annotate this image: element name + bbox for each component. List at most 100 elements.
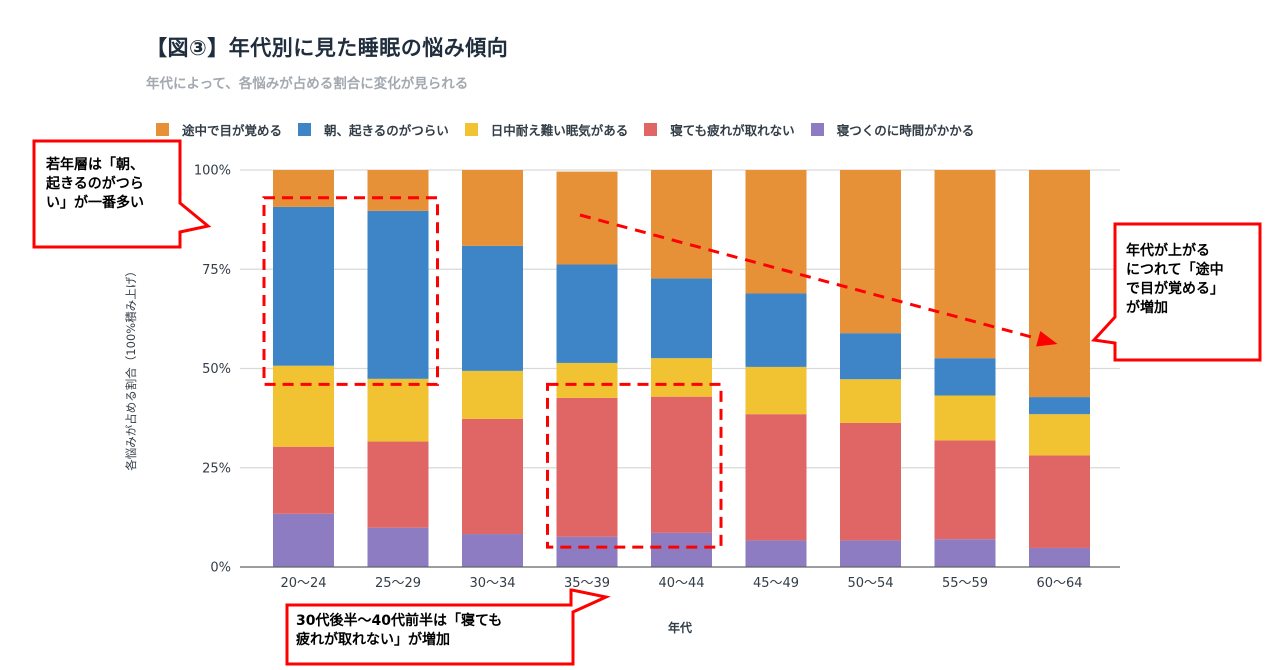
x-tick-label: 35〜39 bbox=[564, 576, 610, 591]
bar-segment[interactable] bbox=[1029, 455, 1090, 548]
legend-swatch bbox=[298, 122, 312, 136]
bar-segment[interactable] bbox=[651, 358, 712, 397]
bar-segment[interactable] bbox=[840, 170, 901, 334]
bar-segment[interactable] bbox=[556, 397, 618, 537]
callout-text: 年代が上がる につれて「途中 で目が覚める」 が増加 bbox=[1126, 242, 1224, 318]
x-tick-label: 25〜29 bbox=[375, 576, 421, 591]
chart-title: 【図③】年代別に見た睡眠の悩み傾向 bbox=[146, 36, 509, 60]
legend: 途中で目が覚める 朝、起きるのがつらい 日中耐え難い眠気がある 寝ても疲れが取れない 寝… bbox=[156, 119, 990, 139]
callout-box bbox=[285, 588, 611, 666]
bar-stack bbox=[840, 170, 901, 567]
legend-item[interactable]: 朝、起きるのがつらい bbox=[298, 120, 449, 139]
y-axis-title: 各悩みが占める割合（100%積み上げ） bbox=[124, 265, 138, 470]
callout-line: 年代が上がる bbox=[1126, 243, 1210, 259]
callout-text: 若年層は「朝、 起きるのがつら い」が一番多い bbox=[46, 156, 144, 213]
legend-swatch bbox=[810, 122, 824, 136]
bar-segment[interactable] bbox=[651, 278, 712, 359]
x-tick-label: 55〜59 bbox=[942, 576, 988, 591]
callout-line: で目が覚める」 bbox=[1126, 281, 1224, 297]
callout-line: 起きるのがつら bbox=[46, 176, 144, 192]
bar-segment[interactable] bbox=[273, 446, 334, 514]
bar-segment[interactable] bbox=[462, 245, 523, 371]
bar-segment[interactable] bbox=[934, 358, 996, 396]
bar-stack bbox=[934, 170, 996, 567]
bar-segment[interactable] bbox=[840, 333, 901, 380]
bar-segment[interactable] bbox=[745, 366, 807, 415]
legend-label: 途中で目が覚める bbox=[182, 122, 283, 138]
callout-line: 若年層は「朝、 bbox=[46, 157, 144, 173]
bar-segment[interactable] bbox=[1029, 414, 1090, 456]
bar-segment[interactable] bbox=[745, 293, 807, 367]
bar-segment[interactable] bbox=[745, 170, 807, 294]
bar-segment[interactable] bbox=[367, 170, 429, 211]
x-axis-title: 年代 bbox=[668, 620, 692, 635]
bar-segment[interactable] bbox=[651, 170, 712, 279]
legend-item[interactable]: 日中耐え難い眠気がある bbox=[464, 120, 628, 139]
x-tick-label: 60〜64 bbox=[1036, 576, 1082, 591]
legend-item[interactable]: 途中で目が覚める bbox=[156, 120, 282, 139]
x-tick-label: 30〜34 bbox=[469, 576, 515, 591]
legend-swatch bbox=[464, 122, 478, 136]
bar-segment[interactable] bbox=[934, 539, 996, 567]
y-tick-label: 50% bbox=[202, 362, 231, 377]
bar-segment[interactable] bbox=[273, 513, 334, 567]
y-tick-label: 0% bbox=[210, 561, 231, 576]
legend-swatch bbox=[644, 122, 658, 136]
bar-segment[interactable] bbox=[367, 441, 429, 528]
y-tick-label: 75% bbox=[202, 263, 231, 278]
bar-segment[interactable] bbox=[462, 418, 523, 535]
bar-segment[interactable] bbox=[840, 379, 901, 423]
chart-subtitle: 年代によって、各悩みが占める割合に変化が見られる bbox=[146, 76, 469, 92]
trend-arrow-head bbox=[1036, 331, 1058, 347]
bar-segment[interactable] bbox=[651, 532, 712, 567]
bar-segment[interactable] bbox=[1029, 170, 1090, 398]
highlight-box bbox=[546, 382, 723, 549]
bar-segment[interactable] bbox=[556, 362, 618, 398]
y-axis-ticks: 0% 25% 50% 75% 100% bbox=[194, 164, 231, 576]
bar-stack bbox=[745, 170, 807, 567]
x-axis-ticks: 20〜24 25〜29 30〜34 35〜39 40〜44 45〜49 50〜54 55〜59… bbox=[280, 576, 1082, 591]
legend-item[interactable]: 寝ても疲れが取れない bbox=[644, 120, 795, 139]
bar-segment[interactable] bbox=[840, 422, 901, 541]
bar-segment[interactable] bbox=[462, 534, 523, 567]
y-tick-label: 25% bbox=[202, 461, 231, 476]
legend-item[interactable]: 寝つくのに時間がかかる bbox=[810, 120, 974, 139]
callout-text: 30代後半〜40代前半は「寝ても 疲れが取れない」が増加 bbox=[296, 612, 502, 650]
callout-line: 30代後半〜40代前半は「寝ても bbox=[296, 613, 503, 629]
callout-line: につれて「途中 bbox=[1126, 262, 1224, 278]
callout-line: い」が一番多い bbox=[46, 195, 144, 211]
bar-stack bbox=[367, 170, 429, 567]
bar-segment[interactable] bbox=[745, 414, 807, 541]
bar-stack bbox=[1029, 170, 1090, 567]
bar-segment[interactable] bbox=[462, 370, 523, 419]
bar-segment[interactable] bbox=[651, 396, 712, 533]
bar-segment[interactable] bbox=[1029, 547, 1090, 567]
bar-segment[interactable] bbox=[745, 540, 807, 567]
bar-segment[interactable] bbox=[273, 170, 334, 207]
bar-segment[interactable] bbox=[556, 536, 618, 567]
x-tick-label: 40〜44 bbox=[658, 576, 704, 591]
bar-stack bbox=[651, 170, 712, 567]
bar-segment[interactable] bbox=[367, 527, 429, 567]
y-tick-label: 100% bbox=[194, 164, 231, 179]
bar-segment[interactable] bbox=[556, 264, 618, 363]
bar-segment[interactable] bbox=[367, 210, 429, 379]
annotations bbox=[32, 139, 1262, 666]
legend-label: 朝、起きるのがつらい bbox=[324, 122, 449, 138]
legend-swatch bbox=[156, 122, 169, 136]
bar-segment[interactable] bbox=[1029, 397, 1090, 415]
bar-segment[interactable] bbox=[367, 378, 429, 442]
callout-box bbox=[32, 139, 212, 249]
bar-segment[interactable] bbox=[934, 440, 996, 540]
bar-stack bbox=[462, 170, 523, 567]
bar-segment[interactable] bbox=[273, 206, 334, 366]
bar-segment[interactable] bbox=[840, 540, 901, 567]
bar-segment[interactable] bbox=[462, 170, 523, 246]
trend-arrow-line bbox=[579, 213, 1039, 341]
bar-stack bbox=[273, 170, 334, 567]
bar-segment[interactable] bbox=[934, 170, 996, 359]
bar-segment[interactable] bbox=[934, 395, 996, 441]
callout-box bbox=[1090, 222, 1262, 362]
bar-segment[interactable] bbox=[273, 365, 334, 447]
